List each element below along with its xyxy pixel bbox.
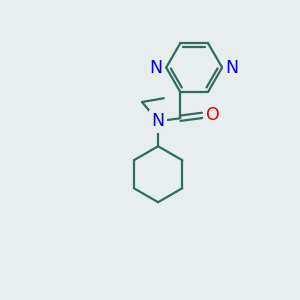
Text: N: N (149, 58, 163, 76)
Text: N: N (226, 58, 239, 76)
Text: O: O (206, 106, 220, 124)
Text: N: N (152, 112, 165, 130)
